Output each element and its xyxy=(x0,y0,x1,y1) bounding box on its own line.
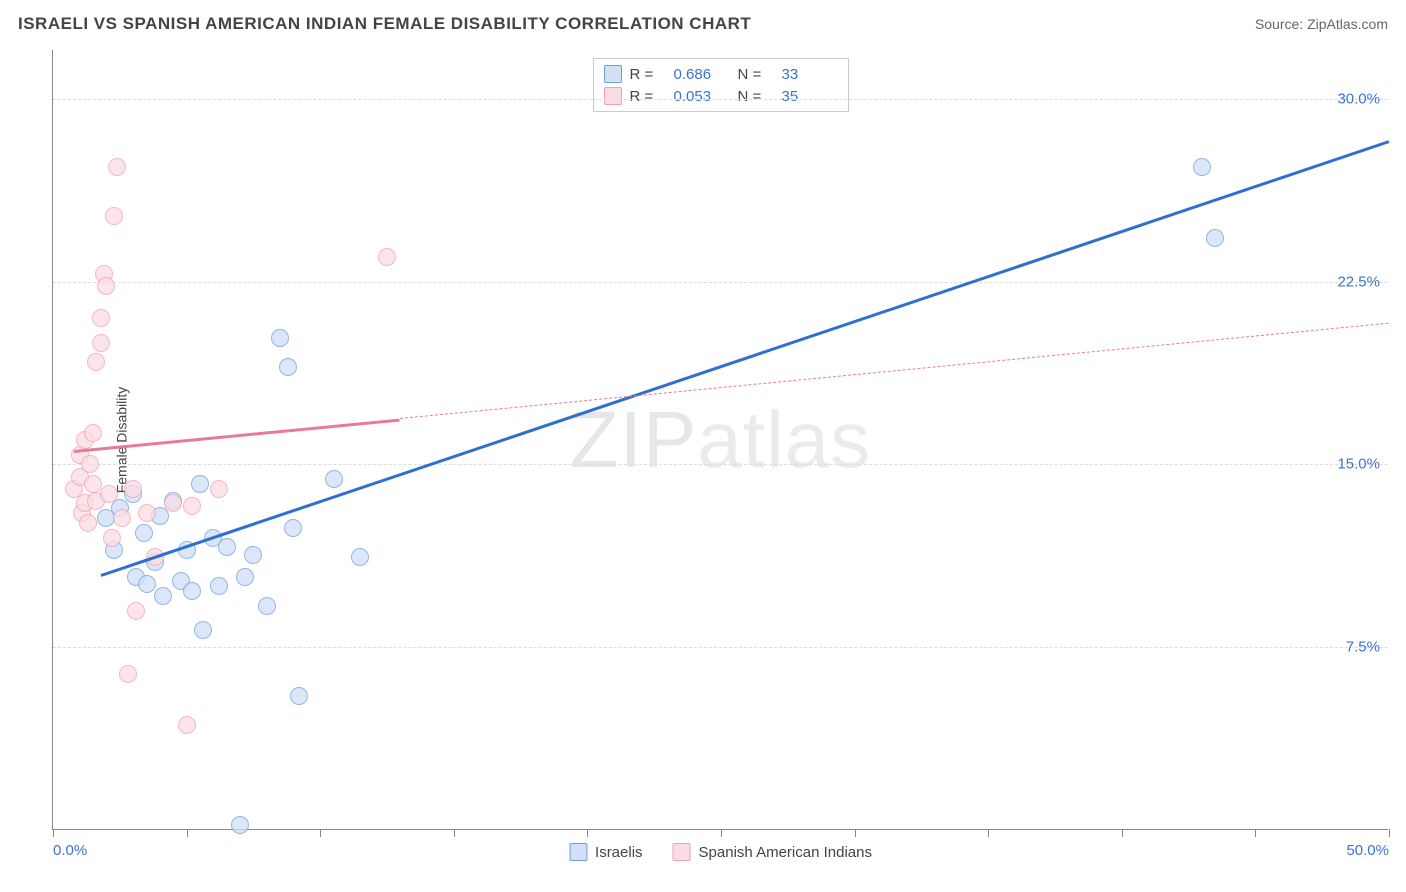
scatter-point xyxy=(100,485,118,503)
legend-item: Spanish American Indians xyxy=(673,843,872,861)
gridline xyxy=(53,464,1388,465)
gridline xyxy=(53,99,1388,100)
x-tick xyxy=(721,829,722,837)
scatter-chart: Female Disability ZIPatlas R = 0.686 N = 33… xyxy=(52,50,1388,830)
y-tick-label: 30.0% xyxy=(1337,90,1380,107)
scatter-point xyxy=(135,524,153,542)
x-tick xyxy=(1122,829,1123,837)
scatter-point xyxy=(183,582,201,600)
legend-label: Israelis xyxy=(595,844,643,861)
x-tick xyxy=(988,829,989,837)
scatter-point xyxy=(178,716,196,734)
legend-label: Spanish American Indians xyxy=(699,844,872,861)
scatter-point xyxy=(351,548,369,566)
scatter-point xyxy=(218,538,236,556)
scatter-point xyxy=(97,277,115,295)
gridline xyxy=(53,282,1388,283)
scatter-point xyxy=(124,480,142,498)
legend-n-label: N = xyxy=(738,88,774,105)
scatter-point xyxy=(191,475,209,493)
scatter-point xyxy=(113,509,131,527)
scatter-point xyxy=(194,621,212,639)
watermark: ZIPatlas xyxy=(570,394,871,486)
y-tick-label: 22.5% xyxy=(1337,273,1380,290)
scatter-point xyxy=(290,687,308,705)
legend-swatch xyxy=(604,87,622,105)
scatter-point xyxy=(325,470,343,488)
scatter-point xyxy=(279,358,297,376)
scatter-point xyxy=(236,568,254,586)
x-tick xyxy=(855,829,856,837)
x-tick xyxy=(320,829,321,837)
scatter-point xyxy=(84,424,102,442)
scatter-point xyxy=(1193,158,1211,176)
scatter-point xyxy=(244,546,262,564)
scatter-point xyxy=(108,158,126,176)
legend-r-label: R = xyxy=(630,66,666,83)
y-axis-label: Female Disability xyxy=(113,386,129,493)
y-tick-label: 7.5% xyxy=(1346,639,1380,656)
scatter-point xyxy=(271,329,289,347)
scatter-point xyxy=(183,497,201,515)
legend-stat-row: R = 0.686 N = 33 xyxy=(604,63,838,85)
x-tick xyxy=(1255,829,1256,837)
scatter-point xyxy=(378,248,396,266)
scatter-point xyxy=(92,309,110,327)
legend-n-value: 35 xyxy=(782,88,838,105)
legend-stat-row: R = 0.053 N = 35 xyxy=(604,85,838,107)
scatter-point xyxy=(92,334,110,352)
legend-swatch xyxy=(569,843,587,861)
scatter-point xyxy=(87,353,105,371)
scatter-point xyxy=(154,587,172,605)
scatter-point xyxy=(138,575,156,593)
chart-title: ISRAELI VS SPANISH AMERICAN INDIAN FEMAL… xyxy=(18,14,751,34)
legend-swatch xyxy=(673,843,691,861)
scatter-point xyxy=(103,529,121,547)
scatter-point xyxy=(210,577,228,595)
legend-r-value: 0.053 xyxy=(674,88,730,105)
legend-series: Israelis Spanish American Indians xyxy=(569,843,872,861)
legend-n-value: 33 xyxy=(782,66,838,83)
scatter-point xyxy=(138,504,156,522)
scatter-point xyxy=(127,602,145,620)
legend-item: Israelis xyxy=(569,843,643,861)
legend-n-label: N = xyxy=(738,66,774,83)
scatter-point xyxy=(81,455,99,473)
trend-line xyxy=(101,140,1390,577)
legend-stats: R = 0.686 N = 33 R = 0.053 N = 35 xyxy=(593,58,849,112)
scatter-point xyxy=(164,494,182,512)
scatter-point xyxy=(84,475,102,493)
scatter-point xyxy=(284,519,302,537)
legend-r-label: R = xyxy=(630,88,666,105)
scatter-point xyxy=(258,597,276,615)
scatter-point xyxy=(210,480,228,498)
source-label: Source: ZipAtlas.com xyxy=(1255,16,1388,32)
x-tick-label: 0.0% xyxy=(53,842,87,859)
scatter-point xyxy=(231,816,249,834)
scatter-point xyxy=(1206,229,1224,247)
x-tick xyxy=(53,829,54,837)
scatter-point xyxy=(79,514,97,532)
x-tick-label: 50.0% xyxy=(1346,842,1389,859)
scatter-point xyxy=(119,665,137,683)
legend-swatch xyxy=(604,65,622,83)
x-tick xyxy=(187,829,188,837)
gridline xyxy=(53,647,1388,648)
x-tick xyxy=(1389,829,1390,837)
x-tick xyxy=(454,829,455,837)
trend-line xyxy=(400,323,1389,419)
scatter-point xyxy=(105,207,123,225)
x-tick xyxy=(587,829,588,837)
legend-r-value: 0.686 xyxy=(674,66,730,83)
source-link[interactable]: ZipAtlas.com xyxy=(1307,16,1388,32)
y-tick-label: 15.0% xyxy=(1337,456,1380,473)
